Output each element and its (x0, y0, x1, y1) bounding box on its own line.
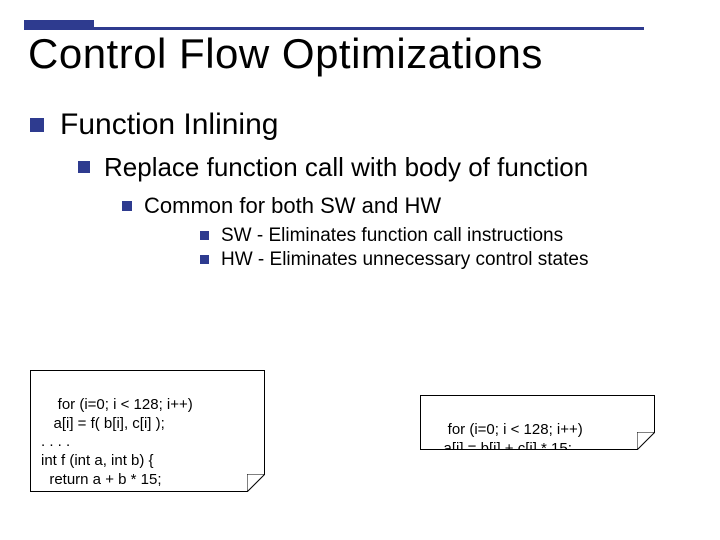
bullet-l4: SW - Eliminates function call instructio… (200, 225, 690, 247)
slide-title: Control Flow Optimizations (28, 30, 543, 78)
square-bullet-icon (122, 201, 132, 211)
bullet-list: Function Inlining Replace function call … (30, 108, 690, 271)
code-before-text: for (i=0; i < 128; i++) a[i] = f( b[i], … (41, 396, 193, 507)
code-box-after: for (i=0; i < 128; i++) a[i] = b[i] + c[… (420, 395, 655, 450)
square-bullet-icon (200, 255, 209, 264)
bullet-l1: Function Inlining (30, 108, 690, 142)
square-bullet-icon (78, 161, 90, 173)
bullet-l4-group: SW - Eliminates function call instructio… (200, 225, 690, 271)
square-bullet-icon (30, 118, 44, 132)
bullet-l3-text: Common for both SW and HW (144, 193, 690, 219)
bullet-l4a-text: SW - Eliminates function call instructio… (221, 225, 690, 247)
bullet-l1-text: Function Inlining (60, 108, 690, 142)
bullet-l2: Replace function call with body of funct… (78, 152, 690, 183)
divider-thick (24, 20, 94, 30)
code-box-before: for (i=0; i < 128; i++) a[i] = f( b[i], … (30, 370, 265, 492)
bullet-l2-text: Replace function call with body of funct… (104, 152, 690, 183)
square-bullet-icon (200, 231, 209, 240)
slide: Control Flow Optimizations Function Inli… (0, 0, 720, 540)
bullet-l4: HW - Eliminates unnecessary control stat… (200, 249, 690, 271)
code-after-text: for (i=0; i < 128; i++) a[i] = b[i] + c[… (431, 421, 583, 457)
bullet-l4b-text: HW - Eliminates unnecessary control stat… (221, 249, 690, 271)
title-divider (24, 20, 644, 30)
bullet-l3: Common for both SW and HW (122, 193, 690, 219)
